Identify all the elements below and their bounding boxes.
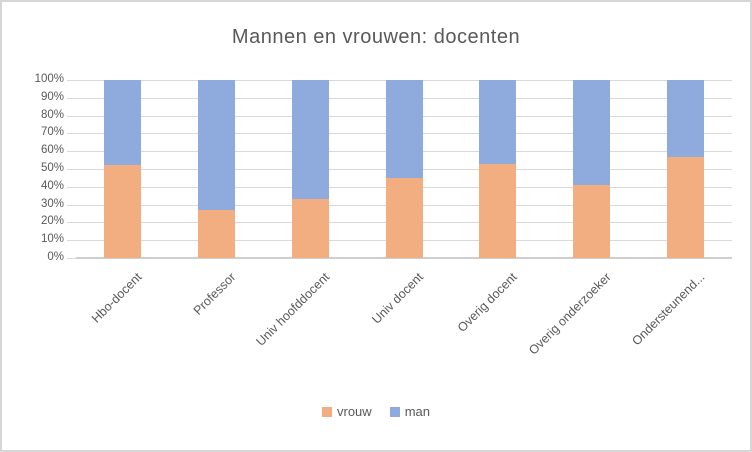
- bar-segment-vrouw: [291, 199, 329, 258]
- x-axis-category-label: Univ docent: [369, 270, 426, 327]
- stacked-bar: [198, 80, 236, 258]
- y-axis-tick-label: 40%: [40, 179, 64, 192]
- x-axis-category-label: Ondersteunend...: [628, 270, 708, 349]
- y-axis-tick: [67, 240, 76, 242]
- bar-column: [170, 80, 264, 258]
- x-axis-category-label: Univ hoofddocent: [253, 270, 333, 349]
- y-axis-tick-label: 10%: [40, 233, 64, 246]
- legend-item-man: man: [389, 404, 430, 419]
- y-axis-tick: [67, 186, 76, 188]
- bar-column: [76, 80, 170, 258]
- bar-segment-man: [479, 80, 517, 164]
- y-axis-tick-label: 20%: [40, 215, 64, 228]
- stacked-bar: [666, 80, 704, 258]
- legend-item-vrouw: vrouw: [322, 404, 372, 419]
- y-axis-tick: [67, 115, 76, 117]
- y-axis-tick: [67, 204, 76, 206]
- y-axis-tick-label: 30%: [40, 197, 64, 210]
- y-axis-tick-label: 90%: [40, 90, 64, 103]
- bar-column: [451, 80, 545, 258]
- x-axis-category-label: Overig docent: [454, 270, 520, 335]
- bar-segment-vrouw: [666, 156, 704, 258]
- y-axis-tick-label: 70%: [40, 126, 64, 139]
- bar-segment-vrouw: [479, 163, 517, 258]
- bar-segment-man: [385, 80, 423, 178]
- legend: vrouw man: [2, 404, 750, 419]
- bar-segment-vrouw: [104, 165, 142, 258]
- stacked-bar: [572, 80, 610, 258]
- y-axis-tick: [67, 97, 76, 99]
- y-axis-tick: [67, 258, 76, 259]
- y-axis-tick-label: 50%: [40, 162, 64, 174]
- x-axis-category-label: Hbo-docent: [89, 270, 145, 326]
- y-axis-tick: [67, 80, 76, 81]
- legend-swatch-icon: [389, 406, 400, 417]
- y-axis-tick: [67, 222, 76, 224]
- bar-segment-man: [666, 80, 704, 157]
- bar-column: [638, 80, 732, 258]
- bar-segment-vrouw: [572, 185, 610, 258]
- x-axis-line: [76, 257, 732, 259]
- legend-swatch-icon: [322, 406, 332, 417]
- bar-column: [263, 80, 357, 258]
- bar-segment-man: [104, 80, 142, 166]
- stacked-bar: [385, 80, 423, 258]
- stacked-bar: [291, 80, 329, 258]
- y-axis-tick-label: 80%: [40, 108, 64, 121]
- bar-segment-vrouw: [385, 177, 423, 258]
- plot-area: [67, 80, 732, 259]
- y-axis-tick: [67, 133, 76, 135]
- bar-column: [545, 80, 639, 258]
- chart-title: Mannen en vrouwen: docenten: [231, 26, 521, 48]
- y-axis-tick-label: 0%: [47, 251, 64, 263]
- y-axis-tick-label: 60%: [40, 144, 64, 157]
- bar-segment-man: [572, 80, 610, 186]
- bar-column: [357, 80, 451, 258]
- bar-segment-man: [291, 80, 329, 200]
- stacked-bar: [479, 80, 517, 258]
- x-axis-category-label: Professor: [190, 270, 239, 318]
- legend-label: vrouw: [337, 404, 372, 419]
- x-axis-category-label: Overig onderzoeker: [525, 270, 614, 358]
- x-axis: Hbo-docent Professor Univ hoofddocent Univ …: [76, 262, 732, 397]
- y-axis-tick-label: 100%: [34, 73, 64, 85]
- bar-segment-vrouw: [198, 209, 236, 258]
- bars-container: [76, 80, 732, 258]
- legend-label: man: [404, 404, 430, 419]
- bar-segment-man: [198, 80, 236, 210]
- y-axis-tick: [67, 169, 76, 170]
- stacked-bar: [104, 80, 142, 258]
- y-axis-tick: [67, 151, 76, 153]
